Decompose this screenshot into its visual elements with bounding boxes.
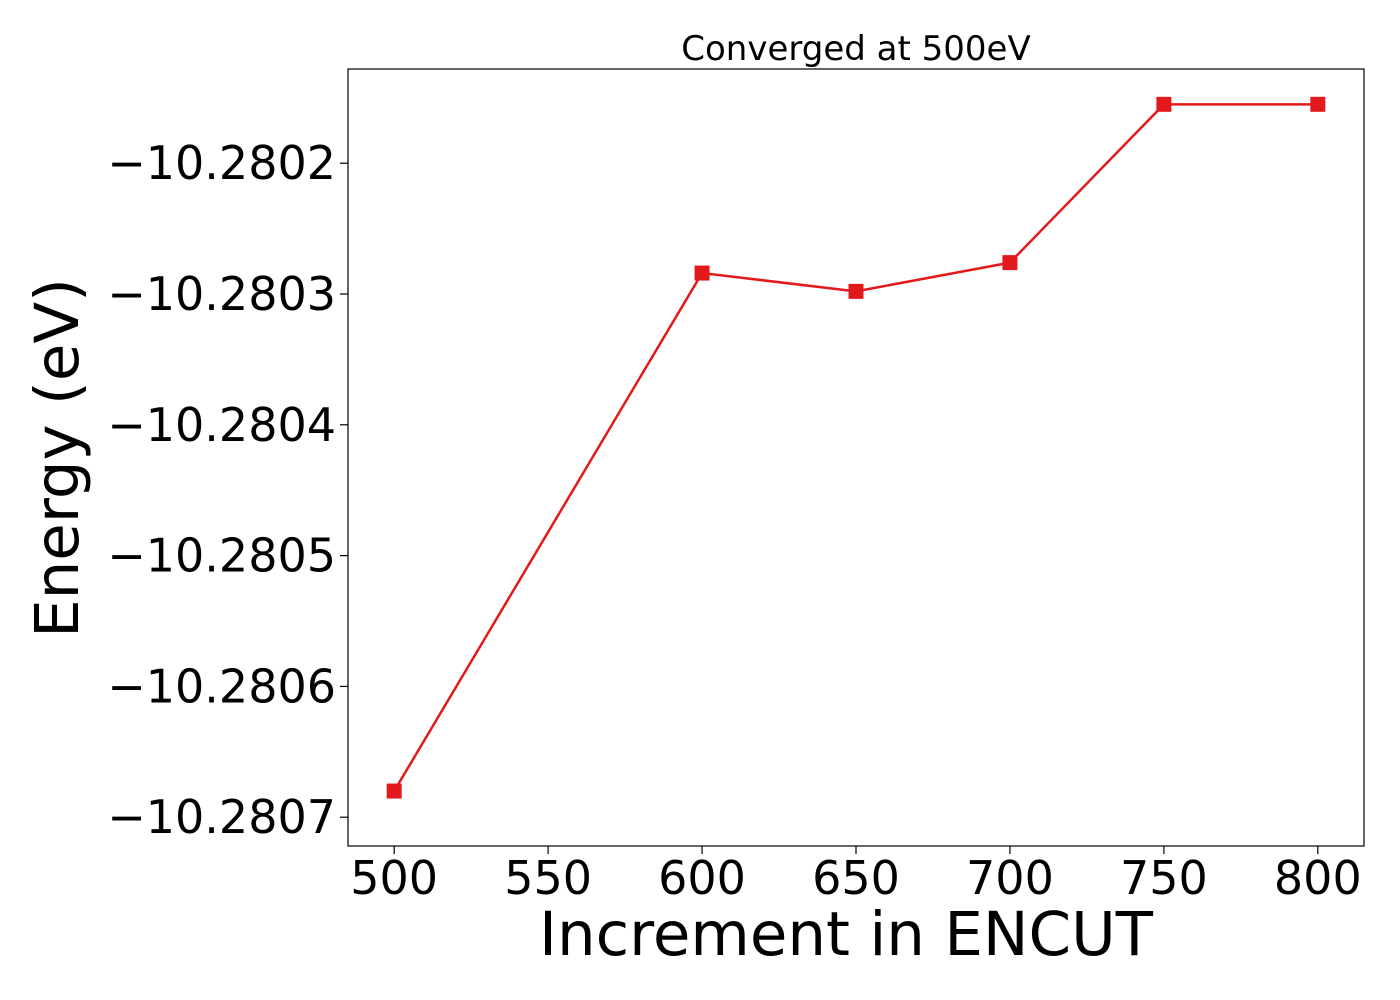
data-point — [848, 283, 864, 299]
y-tick-label: −10.2805 — [107, 529, 336, 583]
y-axis-label: Energy (eV) — [22, 278, 93, 638]
y-tick-label: −10.2806 — [107, 659, 336, 713]
data-point — [694, 265, 710, 281]
data-marks — [386, 96, 1326, 799]
x-axis-label: Increment in ENCUT — [539, 899, 1154, 970]
x-tick-label: 800 — [1274, 851, 1362, 905]
y-tick-label: −10.2804 — [107, 398, 336, 452]
data-point — [1310, 96, 1326, 112]
x-tick-label: 500 — [350, 851, 438, 905]
x-tick-label: 550 — [504, 851, 592, 905]
data-point — [1002, 255, 1018, 271]
data-point — [386, 783, 402, 799]
y-tick-label: −10.2802 — [107, 136, 336, 190]
series-line — [393, 103, 1318, 792]
x-tick-label: 700 — [966, 851, 1054, 905]
data-point — [1156, 96, 1172, 112]
y-tick-label: −10.2807 — [107, 790, 336, 844]
plot-frame — [347, 68, 1365, 847]
y-tick-label: −10.2803 — [107, 267, 336, 321]
plot-area — [347, 68, 1365, 847]
ticks: 500 550 600 650 700 750 800 −10.2807 −10.2806 −10… — [107, 136, 1361, 905]
chart-title: Converged at 500eV — [681, 29, 1030, 69]
x-tick-label: 600 — [658, 851, 746, 905]
x-tick-label: 750 — [1120, 851, 1208, 905]
x-tick-label: 650 — [812, 851, 900, 905]
